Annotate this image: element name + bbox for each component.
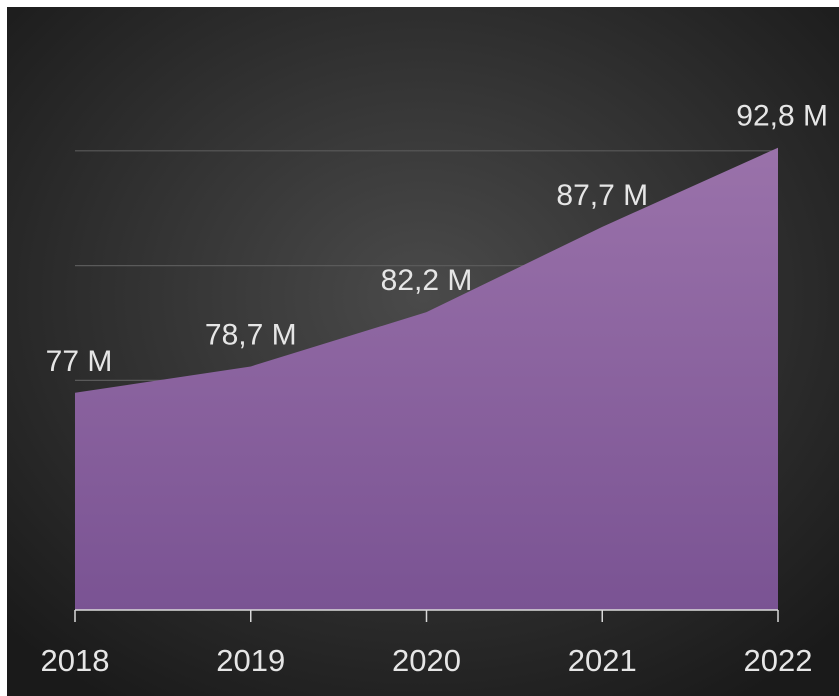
x-tick-label-2020: 2020 xyxy=(392,643,461,678)
data-label-2020: 82,2 M xyxy=(381,264,473,297)
data-label-2022: 92,8 M xyxy=(736,100,828,133)
data-label-2018: 77 M xyxy=(46,345,113,378)
x-tick-label-2018: 2018 xyxy=(41,643,110,678)
x-tick-label-2022: 2022 xyxy=(744,643,813,678)
data-label-2021: 87,7 M xyxy=(556,179,648,212)
area-fill xyxy=(75,147,778,610)
x-axis xyxy=(74,609,779,622)
data-labels: 77 M 78,7 M 82,2 M 87,7 M 92,8 M xyxy=(46,100,828,378)
x-tick-label-2019: 2019 xyxy=(216,643,285,678)
data-label-2019: 78,7 M xyxy=(205,318,297,351)
x-tick-labels: 2018 2019 2020 2021 2022 xyxy=(41,643,813,678)
x-tick-label-2021: 2021 xyxy=(568,643,637,678)
area-series xyxy=(75,147,778,610)
